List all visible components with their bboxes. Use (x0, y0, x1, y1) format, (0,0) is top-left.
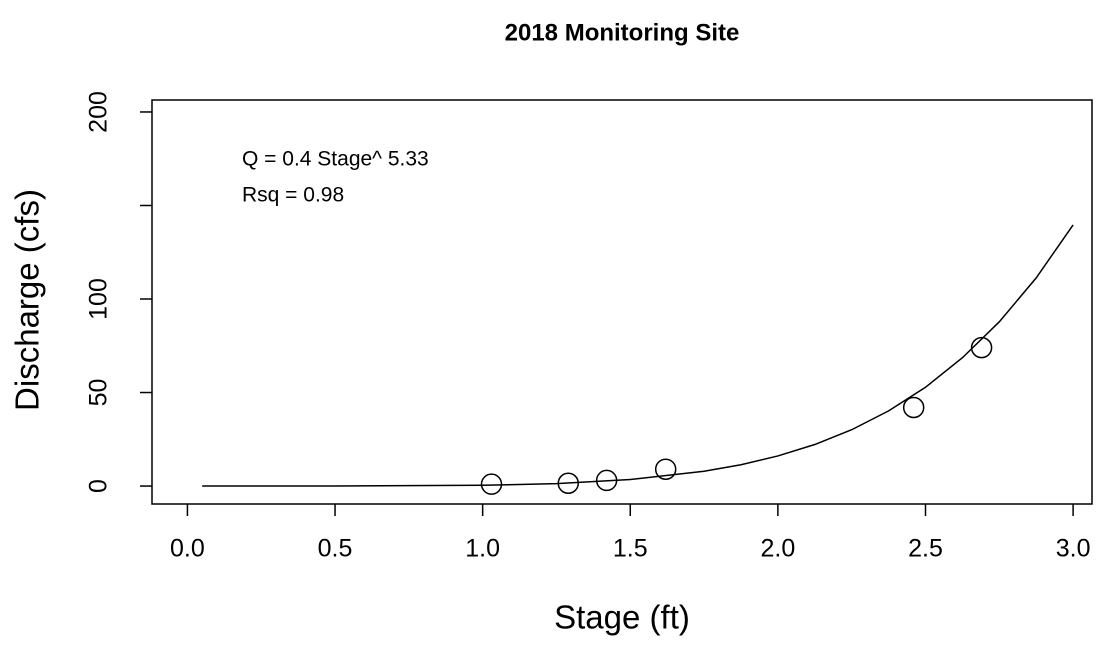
x-tick-label: 0.5 (318, 535, 353, 563)
x-tick-label: 2.0 (760, 535, 795, 563)
x-tick-label: 1.0 (465, 535, 500, 563)
y-tick-label: 50 (85, 379, 113, 407)
x-tick-label: 2.5 (908, 535, 943, 563)
annotation: Q = 0.4 Stage^ 5.33 (242, 148, 429, 171)
x-tick-label: 1.5 (613, 535, 648, 563)
chart-title: 2018 Monitoring Site (505, 19, 740, 46)
y-tick-label: 200 (85, 91, 113, 133)
data-point (654, 458, 677, 480)
y-tick-label: 0 (85, 479, 113, 493)
data-point (902, 396, 925, 419)
x-tick-label: 3.0 (1056, 535, 1091, 563)
y-axis-title: Discharge (cfs) (9, 189, 46, 411)
fit-line (202, 224, 1074, 487)
annotation: Rsq = 0.98 (242, 184, 344, 207)
x-axis-title: Stage (ft) (554, 599, 690, 636)
x-tick-label: 0.0 (170, 535, 205, 563)
plot-box (151, 99, 1093, 505)
data-point (480, 473, 503, 495)
data-point (970, 336, 993, 359)
y-tick-label: 100 (85, 278, 113, 320)
